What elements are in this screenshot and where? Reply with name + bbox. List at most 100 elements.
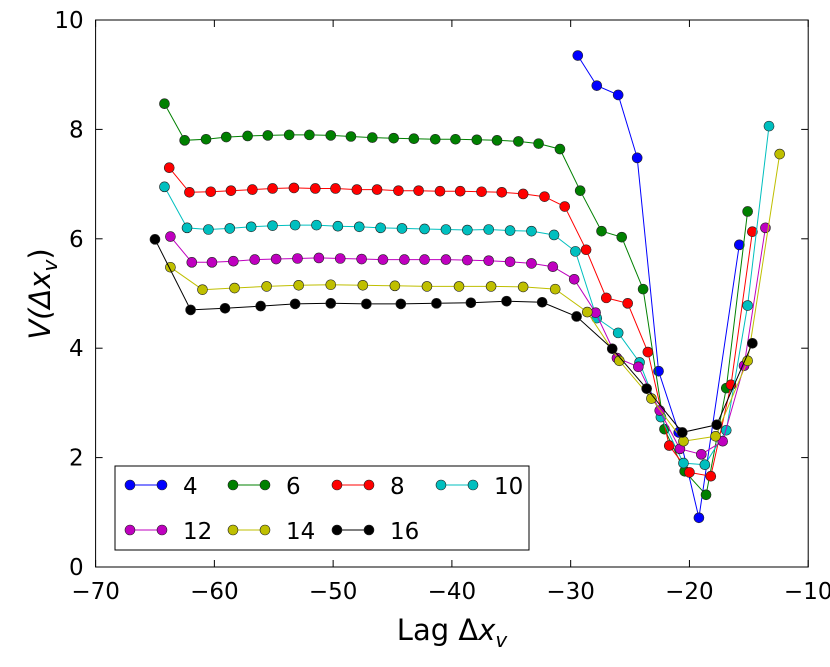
data-point-14 (742, 355, 753, 367)
data-point-8 (747, 226, 758, 237)
legend-label: 14 (286, 519, 315, 545)
data-point-14 (421, 281, 433, 292)
data-point-16 (677, 427, 688, 438)
legend-marker (331, 524, 343, 536)
data-point-6 (283, 129, 295, 141)
legend: 4 6 8 10 12 14 16 (114, 465, 530, 551)
series-line-10 (164, 126, 770, 466)
data-point-8 (580, 244, 592, 256)
series-line-14 (170, 153, 781, 442)
data-point-12 (165, 231, 176, 242)
data-point-10 (483, 224, 495, 235)
data-point-16 (606, 343, 618, 355)
data-point-8 (476, 186, 487, 198)
y-tick-label: 2 (69, 446, 84, 472)
legend-marker (259, 524, 271, 536)
legend-entry-6: 6 (227, 474, 301, 500)
data-point-10 (375, 222, 386, 234)
data-point-12 (313, 252, 325, 264)
data-point-12 (483, 255, 495, 266)
data-point-8 (517, 188, 529, 200)
y-tick-label: 6 (69, 227, 84, 253)
data-point-6 (179, 135, 190, 146)
data-point-12 (462, 254, 473, 266)
data-point-14 (325, 279, 337, 291)
data-point-10 (678, 457, 689, 469)
data-point-6 (450, 133, 461, 145)
data-point-10 (311, 219, 322, 231)
legend-entry-14: 14 (227, 519, 315, 545)
data-point-12 (399, 254, 410, 265)
data-point-10 (742, 300, 753, 311)
data-point-16 (289, 298, 301, 310)
data-point-16 (501, 295, 512, 307)
series-4 (572, 50, 745, 524)
data-point-12 (270, 253, 282, 265)
data-point-8 (225, 185, 237, 196)
data-point-12 (228, 255, 239, 267)
data-point-16 (747, 337, 758, 349)
data-point-10 (462, 224, 473, 236)
data-point-14 (357, 279, 369, 291)
data-point-8 (184, 187, 195, 198)
series-6 (159, 98, 753, 501)
data-point-4 (734, 239, 745, 251)
data-point-12 (696, 449, 707, 460)
data-point-14 (614, 355, 625, 367)
data-point-10 (440, 224, 452, 235)
data-point-10 (570, 246, 581, 257)
data-point-8 (496, 187, 508, 198)
legend-marker (363, 524, 375, 536)
data-point-14 (229, 282, 240, 294)
data-point-10 (353, 221, 365, 233)
data-point-10 (203, 224, 214, 235)
data-point-8 (288, 182, 300, 194)
data-point-8 (559, 201, 571, 212)
data-point-10 (419, 223, 430, 235)
data-point-8 (684, 467, 695, 478)
data-point-16 (571, 311, 582, 322)
data-point-14 (485, 281, 497, 292)
data-point-16 (325, 298, 337, 309)
x-tick-label: −20 (665, 579, 714, 605)
series-12 (165, 222, 771, 460)
data-point-8 (205, 186, 217, 198)
data-point-16 (536, 296, 548, 308)
data-point-16 (465, 297, 477, 309)
legend-label: 4 (183, 474, 198, 500)
data-point-6 (554, 143, 566, 155)
data-point-14 (549, 283, 561, 295)
data-point-8 (539, 191, 550, 202)
data-point-16 (219, 302, 231, 314)
data-point-6 (513, 136, 524, 147)
tick-layer: −70 −60 −50 −40 −30 −20 −10 0 2 4 6 8 10 (54, 8, 830, 605)
data-point-16 (149, 234, 161, 245)
data-point-6 (367, 132, 378, 143)
y-axis-label: V(Δxv) (23, 248, 62, 339)
legend-marker (156, 479, 168, 491)
data-point-10 (763, 120, 775, 132)
data-point-8 (600, 292, 612, 304)
data-point-4 (631, 152, 643, 164)
data-point-8 (705, 470, 717, 482)
data-point-8 (163, 162, 175, 173)
data-point-12 (504, 256, 516, 268)
data-point-14 (774, 148, 785, 160)
data-point-12 (334, 253, 346, 264)
legend-label: 8 (390, 474, 405, 500)
data-point-6 (533, 138, 544, 149)
data-point-12 (292, 253, 303, 264)
data-point-14 (197, 284, 208, 295)
legend-entry-16: 16 (331, 519, 419, 545)
legend-marker (331, 479, 343, 491)
x-tick-label: −70 (71, 579, 120, 605)
data-point-6 (637, 283, 649, 295)
x-tick-label: −10 (784, 579, 830, 605)
data-point-8 (371, 184, 383, 195)
data-point-10 (612, 327, 624, 339)
data-point-10 (289, 219, 301, 231)
series-10 (159, 120, 775, 471)
y-tick-label: 10 (54, 8, 83, 34)
x-tick-label: −40 (428, 579, 477, 605)
data-point-16 (431, 298, 442, 309)
